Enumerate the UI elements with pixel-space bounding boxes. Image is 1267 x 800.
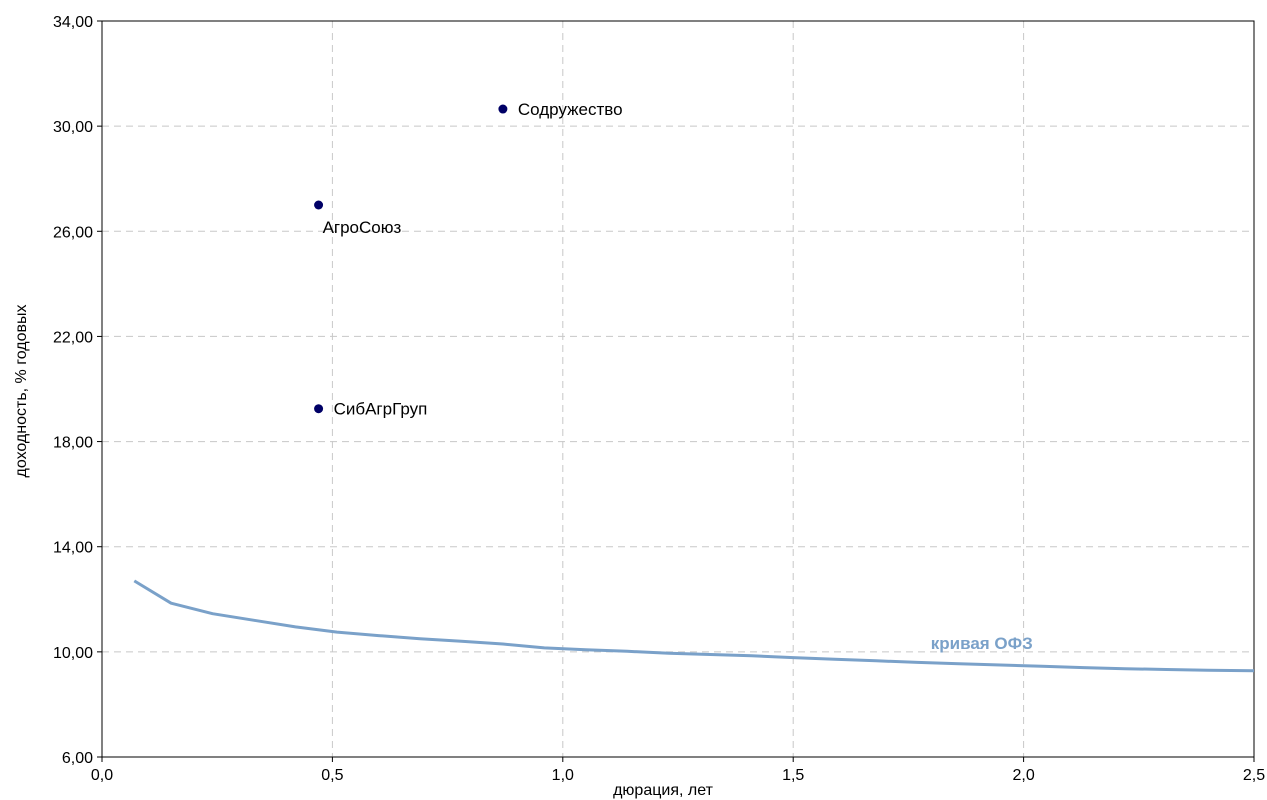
x-axis-title: дюрация, лет (613, 782, 713, 799)
y-tick-label: 22,00 (53, 329, 93, 346)
y-tick-label: 30,00 (53, 119, 93, 136)
x-tick-label: 1,5 (782, 767, 804, 784)
y-tick-label: 34,00 (53, 14, 93, 31)
x-tick-label: 2,5 (1243, 767, 1265, 784)
y-tick-label: 10,00 (53, 645, 93, 662)
y-tick-labels: 6,00 10,00 14,00 18,00 22,00 26,00 30,00 34,00 (53, 14, 93, 767)
bond-point-label: АгроСоюз (323, 218, 402, 237)
y-tick-label: 26,00 (53, 224, 93, 241)
x-tick-label: 2,0 (1012, 767, 1034, 784)
x-tick-label: 0,0 (91, 767, 113, 784)
ofz-curve: кривая ОФЗ (133, 579, 1255, 673)
ofz-curve-label: кривая ОФЗ (931, 634, 1033, 653)
bond-point (498, 104, 508, 114)
gridlines (102, 21, 1254, 757)
axes (97, 20, 1255, 762)
bond-points: Содружество АгроСоюз СибАгрГруп (314, 100, 623, 419)
x-tick-labels: 0,0 0,5 1,0 1,5 2,0 2,5 (91, 767, 1265, 784)
y-tick-label: 14,00 (53, 540, 93, 557)
y-tick-label: 18,00 (53, 435, 93, 452)
y-axis-title: доходность, % годовых (13, 305, 30, 478)
bond-point-label: Содружество (518, 100, 623, 119)
bond-point-label: СибАгрГруп (334, 400, 428, 419)
y-tick-label: 6,00 (62, 750, 93, 767)
plot-area-border (101, 20, 1255, 758)
bond-point (314, 404, 324, 414)
ofz-curve-line (133, 579, 1255, 673)
x-tick-label: 0,5 (321, 767, 343, 784)
bond-point (314, 200, 324, 210)
x-tick-label: 1,0 (552, 767, 574, 784)
